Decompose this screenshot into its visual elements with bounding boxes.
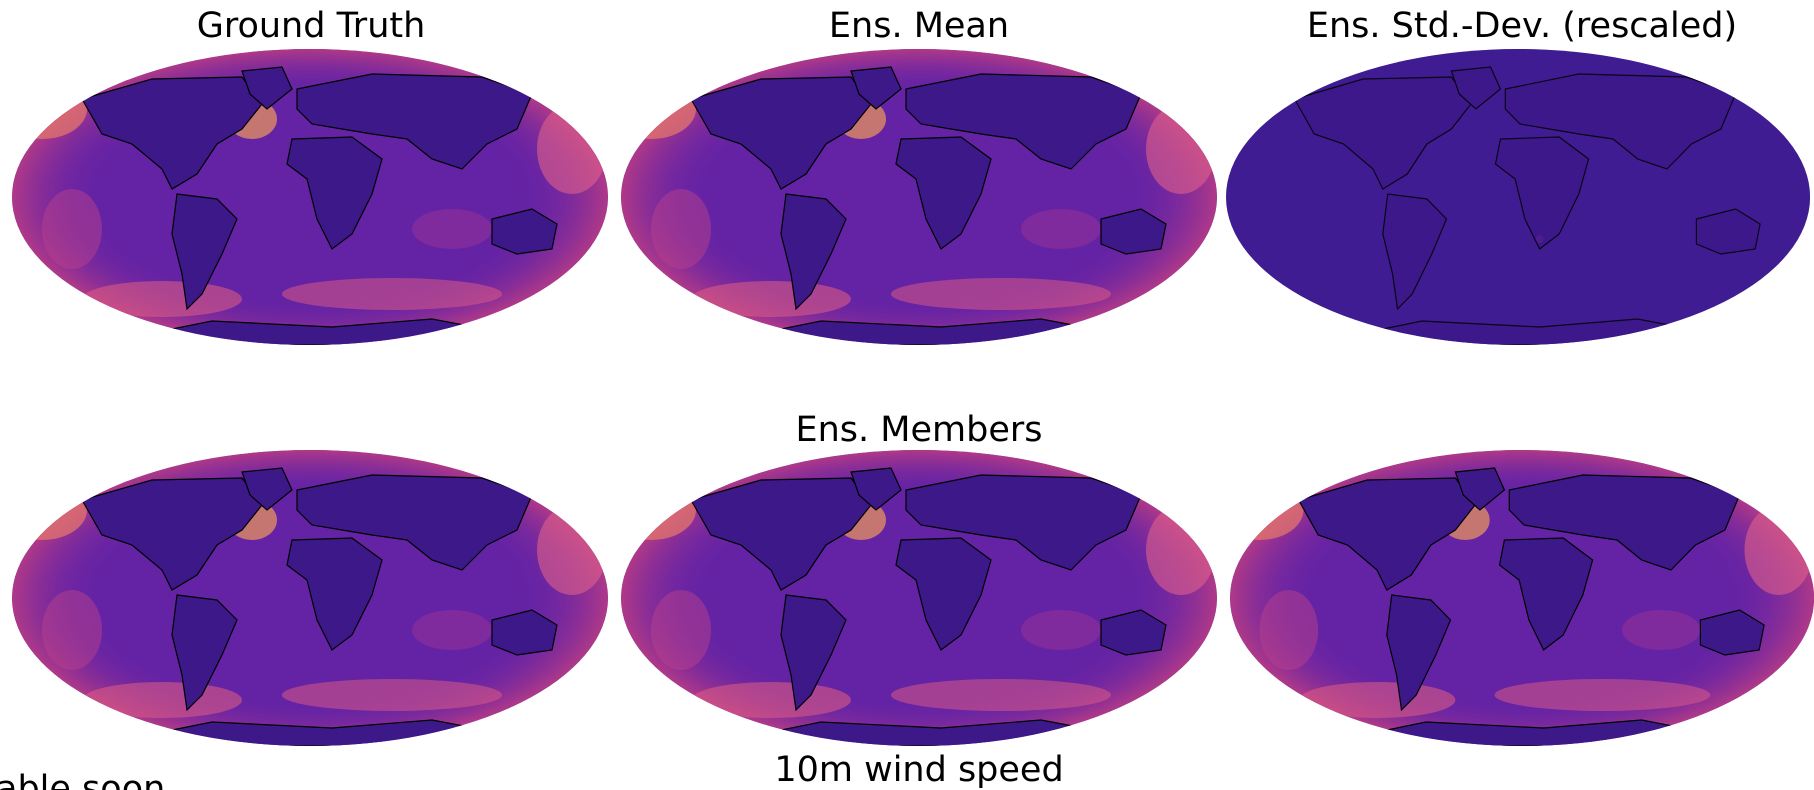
map-panel <box>0 49 608 345</box>
map-panel <box>606 450 1217 746</box>
map-panel <box>606 49 1217 345</box>
figure: Ground Truth Ens. Mean Ens. Std.-Dev. (r… <box>0 0 1814 790</box>
map-panel <box>1215 450 1814 746</box>
panel-title: Ens. Mean <box>829 6 1009 46</box>
panel-title: Ens. Std.-Dev. (rescaled) <box>1307 6 1737 46</box>
variable-label: 10m wind speed <box>774 750 1063 790</box>
footer-fragment: able soon <box>0 769 165 790</box>
row-title: Ens. Members <box>796 410 1043 450</box>
panel-title: Ground Truth <box>197 6 426 46</box>
map-panel <box>1226 49 1810 345</box>
map-panel <box>0 450 608 746</box>
